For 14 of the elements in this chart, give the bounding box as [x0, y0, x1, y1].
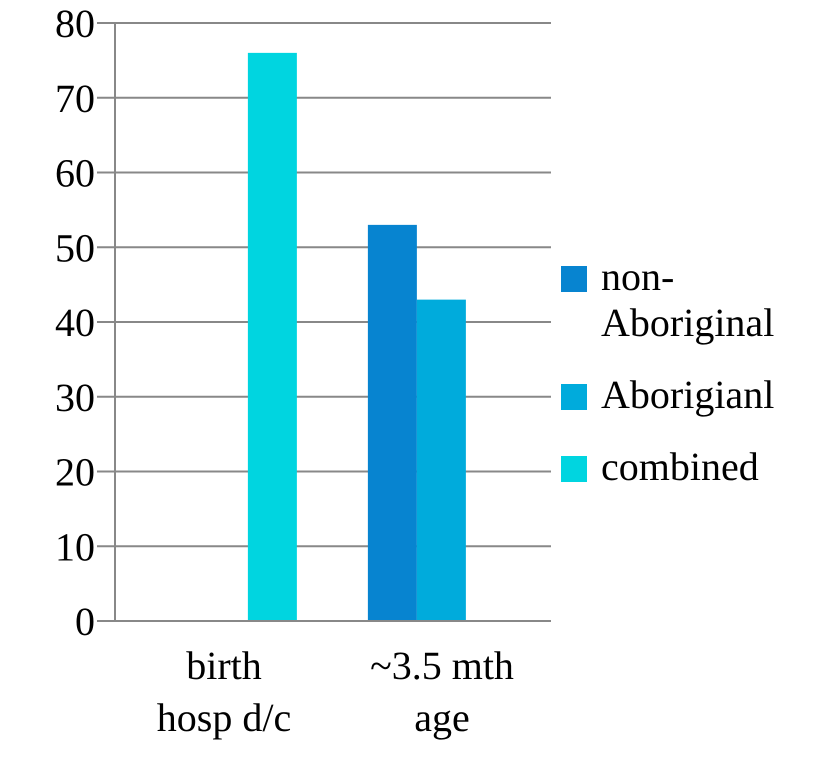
y-tick-label: 50 — [55, 225, 95, 270]
x-tick-label: ~3.5 mth age — [370, 643, 514, 740]
y-tick-label: 0 — [75, 599, 95, 644]
y-tick-label: 60 — [55, 150, 95, 196]
legend-label: combined — [601, 444, 760, 490]
x-tick-label: birth hosp d/c — [156, 643, 292, 740]
y-tick-label: 80 — [55, 1, 95, 46]
y-tick-label: 70 — [55, 76, 95, 121]
legend-label: Aborigianl — [601, 372, 776, 418]
y-tick-label: 40 — [55, 300, 95, 346]
y-tick-label: 20 — [55, 450, 95, 495]
y-tick-label: 10 — [55, 524, 95, 570]
legend-label: non-Aboriginal — [601, 254, 776, 346]
y-tick-label: 30 — [55, 374, 95, 420]
